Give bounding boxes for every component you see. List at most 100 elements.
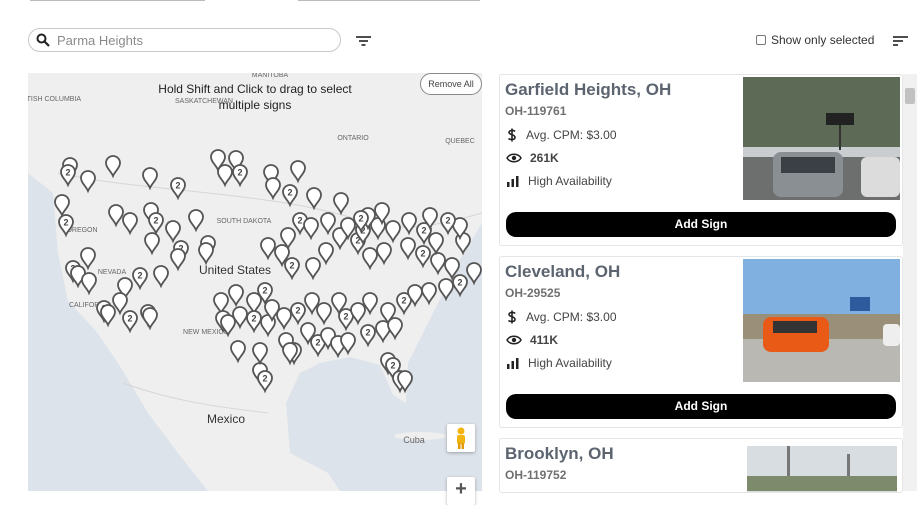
map-pin[interactable] bbox=[407, 284, 423, 308]
map-pin[interactable]: 2 bbox=[282, 184, 298, 208]
map-pin[interactable]: 2 bbox=[290, 302, 306, 326]
map-pin[interactable] bbox=[210, 149, 226, 173]
map-pin[interactable] bbox=[316, 302, 332, 326]
map-pin[interactable] bbox=[252, 342, 268, 366]
map-pin[interactable] bbox=[230, 340, 246, 364]
map-pin[interactable]: 2 bbox=[415, 245, 431, 269]
map-pin[interactable] bbox=[401, 212, 417, 236]
map-pin[interactable] bbox=[198, 242, 214, 266]
map-pin[interactable] bbox=[387, 317, 403, 341]
map-pin[interactable] bbox=[452, 217, 468, 241]
map-pin[interactable] bbox=[246, 292, 262, 316]
map-pin[interactable]: 2 bbox=[132, 267, 148, 291]
map-pin[interactable] bbox=[305, 257, 321, 281]
show-selected[interactable]: Show only selected bbox=[756, 33, 874, 47]
map-pin[interactable] bbox=[188, 209, 204, 233]
listing-card[interactable]: Cleveland, OH OH-29525 Avg. CPM: $3.00 411K… bbox=[499, 256, 903, 428]
map-pin[interactable] bbox=[332, 227, 348, 251]
map-pin[interactable] bbox=[340, 332, 356, 356]
map-pin[interactable]: 2 bbox=[452, 274, 468, 298]
map-pin[interactable] bbox=[217, 164, 233, 188]
map-pin[interactable]: 2 bbox=[360, 324, 376, 348]
map-pin[interactable] bbox=[122, 212, 138, 236]
map-pin[interactable] bbox=[81, 272, 97, 296]
map-pin[interactable] bbox=[228, 150, 244, 174]
map[interactable]: Hold Shift and Click to drag to select mu… bbox=[28, 73, 482, 491]
scrollbar[interactable] bbox=[903, 74, 917, 491]
map-pin[interactable]: 2 bbox=[257, 370, 273, 394]
map-pin[interactable] bbox=[80, 170, 96, 194]
map-pin[interactable] bbox=[422, 207, 438, 231]
map-pin[interactable]: 2 bbox=[338, 308, 354, 332]
map-pin[interactable] bbox=[220, 314, 236, 338]
map-pin[interactable] bbox=[165, 220, 181, 244]
map-pin[interactable] bbox=[350, 302, 366, 326]
map-pin[interactable] bbox=[421, 282, 437, 306]
map-pin[interactable]: 2 bbox=[246, 310, 262, 334]
map-pin[interactable] bbox=[304, 292, 320, 316]
map-pin[interactable] bbox=[306, 187, 322, 211]
map-pin[interactable] bbox=[274, 244, 290, 268]
map-pin[interactable] bbox=[290, 160, 306, 184]
map-pin[interactable] bbox=[375, 320, 391, 344]
map-pin[interactable]: 2 bbox=[396, 292, 412, 316]
map-pin[interactable] bbox=[466, 262, 482, 286]
map-pin[interactable] bbox=[362, 247, 378, 271]
map-pin[interactable] bbox=[54, 194, 70, 218]
listing-card[interactable]: Garfield Heights, OH OH-119761 Avg. CPM: $… bbox=[499, 74, 903, 246]
map-pin[interactable] bbox=[108, 204, 124, 228]
map-pin[interactable] bbox=[228, 284, 244, 308]
map-pin[interactable] bbox=[80, 247, 96, 271]
map-pin[interactable] bbox=[320, 212, 336, 236]
map-pin[interactable]: 2 bbox=[353, 210, 369, 234]
map-pin[interactable] bbox=[142, 307, 158, 331]
add-sign-button[interactable]: Add Sign bbox=[506, 394, 896, 419]
map-pin[interactable] bbox=[303, 217, 319, 241]
map-pin[interactable] bbox=[438, 278, 454, 302]
map-pin[interactable] bbox=[430, 252, 446, 276]
checkbox[interactable] bbox=[756, 35, 766, 45]
map-pin[interactable] bbox=[153, 265, 169, 289]
add-sign-button[interactable]: Add Sign bbox=[506, 212, 896, 237]
map-pin[interactable] bbox=[142, 167, 158, 191]
map-pin[interactable]: 2 bbox=[122, 310, 138, 334]
map-pin[interactable] bbox=[376, 242, 392, 266]
map-pin[interactable] bbox=[397, 370, 413, 394]
map-pin[interactable] bbox=[276, 307, 292, 331]
map-pin[interactable] bbox=[300, 322, 316, 346]
map-pin[interactable] bbox=[117, 277, 133, 301]
map-pin[interactable] bbox=[112, 292, 128, 316]
map-pin[interactable]: 2 bbox=[257, 282, 273, 306]
map-pin[interactable] bbox=[428, 232, 444, 256]
map-pin[interactable] bbox=[331, 292, 347, 316]
map-pin[interactable]: 2 bbox=[148, 212, 164, 236]
search-box[interactable]: Parma Heights bbox=[28, 28, 341, 52]
map-pin[interactable] bbox=[260, 237, 276, 261]
map-pin[interactable] bbox=[170, 248, 186, 272]
map-pin[interactable] bbox=[333, 192, 349, 216]
map-pin[interactable]: 2 bbox=[440, 212, 456, 236]
map-pin[interactable] bbox=[265, 177, 281, 201]
map-pin[interactable]: 2 bbox=[232, 164, 248, 188]
map-pin[interactable] bbox=[385, 220, 401, 244]
filter-icon[interactable] bbox=[356, 35, 371, 47]
scrollbar-thumb[interactable] bbox=[905, 88, 915, 104]
street-view-button[interactable] bbox=[447, 424, 475, 452]
map-pin[interactable] bbox=[144, 232, 160, 256]
map-pin[interactable] bbox=[318, 242, 334, 266]
map-pin[interactable] bbox=[362, 292, 378, 316]
map-pin[interactable] bbox=[282, 342, 298, 366]
map-pin[interactable]: 2 bbox=[310, 334, 326, 358]
map-pin[interactable]: 2 bbox=[60, 164, 76, 188]
map-pin[interactable] bbox=[232, 306, 248, 330]
zoom-in-button[interactable]: + bbox=[447, 477, 475, 505]
map-pin[interactable] bbox=[374, 202, 390, 226]
map-pin[interactable] bbox=[340, 217, 356, 241]
map-pin[interactable] bbox=[100, 304, 116, 328]
map-pin[interactable]: 2 bbox=[58, 214, 74, 238]
map-pin[interactable] bbox=[280, 227, 296, 251]
map-pin[interactable] bbox=[400, 237, 416, 261]
map-pin[interactable]: 2 bbox=[416, 222, 432, 246]
map-pin[interactable] bbox=[213, 292, 229, 316]
listing-card[interactable]: Brooklyn, OH OH-119752 bbox=[499, 438, 903, 493]
